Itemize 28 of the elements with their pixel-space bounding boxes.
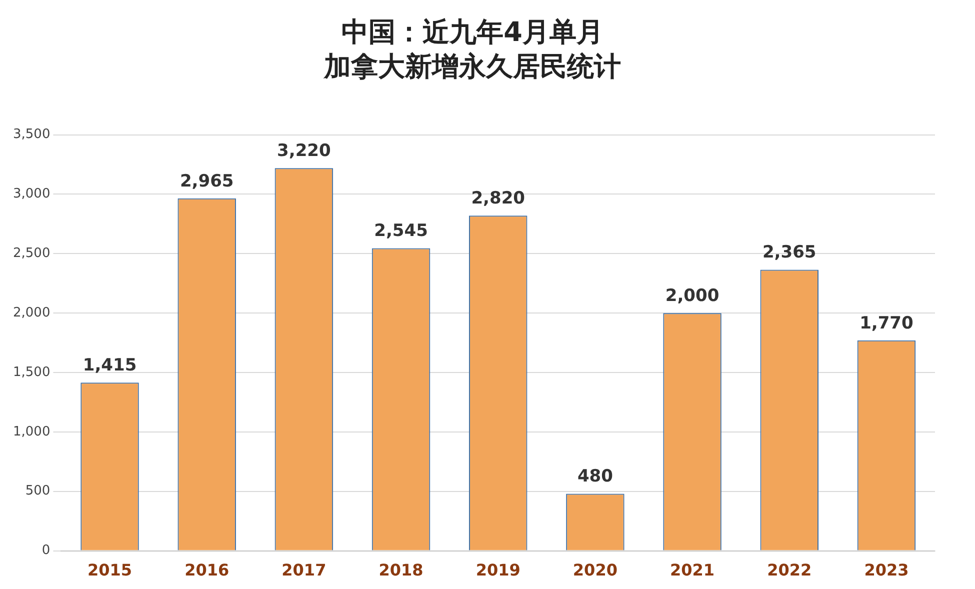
data-label: 2,365 xyxy=(762,242,816,263)
y-tick-label: 1,000 xyxy=(13,424,50,440)
y-tick-label: 1,500 xyxy=(13,364,50,380)
y-tick-label: 0 xyxy=(42,543,50,558)
y-tick-label: 2,000 xyxy=(13,305,50,320)
data-label: 3,220 xyxy=(277,141,331,161)
y-tick-label: 500 xyxy=(25,484,50,499)
chart-title: 中国：近九年4月单月 xyxy=(342,17,604,48)
y-tick-label: 3,500 xyxy=(13,127,50,142)
x-tick-label: 2017 xyxy=(282,560,326,580)
x-tick-label: 2020 xyxy=(572,560,618,580)
y-tick-label: 3,000 xyxy=(13,186,50,202)
y-tick-label: 2,500 xyxy=(13,246,50,262)
data-label: 2,820 xyxy=(471,188,526,209)
x-tick-label: 2022 xyxy=(767,560,812,580)
data-label: 1,415 xyxy=(82,356,137,376)
chart-subtitle: 加拿大新增永久居民统计 xyxy=(323,52,621,83)
data-label: 1,770 xyxy=(860,313,914,334)
data-label: 2,965 xyxy=(180,171,234,192)
x-tick-label: 2018 xyxy=(378,560,424,580)
data-label: 480 xyxy=(577,466,614,487)
data-label: 2,000 xyxy=(665,286,720,306)
x-tick-label: 2023 xyxy=(864,560,909,580)
x-tick-label: 2016 xyxy=(184,560,230,580)
x-tick-label: 2019 xyxy=(476,560,520,580)
x-tick-label: 2021 xyxy=(670,560,715,580)
data-label: 2,545 xyxy=(374,221,428,242)
x-tick-label: 2015 xyxy=(87,560,132,580)
